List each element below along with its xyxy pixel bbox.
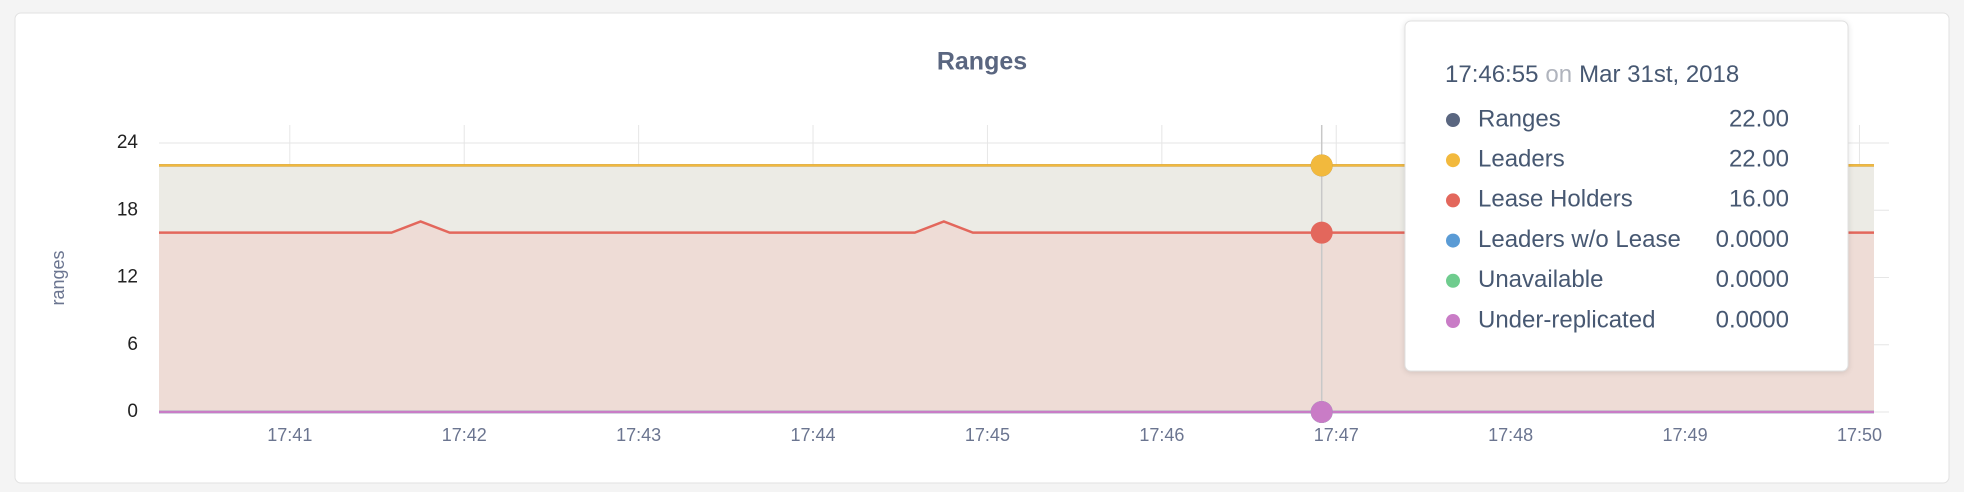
y-tick-label: 6 — [127, 334, 138, 355]
tooltip-swatch — [1446, 153, 1460, 168]
x-tick-label: 17:42 — [442, 425, 487, 445]
chart-title: Ranges — [937, 48, 1027, 76]
tooltip-series-name: Leaders w/o Lease — [1478, 226, 1681, 253]
tooltip-on: on — [1545, 61, 1572, 88]
x-tick-label: 17:50 — [1837, 425, 1882, 445]
tooltip-value: 0.0000 — [1716, 306, 1789, 333]
x-tick-label: 17:46 — [1139, 425, 1184, 445]
tooltip-value: 22.00 — [1729, 146, 1789, 173]
tooltip-swatch — [1446, 233, 1460, 248]
tooltip-series-name: Unavailable — [1478, 266, 1603, 293]
tooltip-value: 16.00 — [1729, 186, 1789, 213]
tooltip: 17:46:55 on Mar 31st, 2018 Ranges 22.00 Lead… — [1404, 20, 1849, 372]
tooltip-series-name: Under-replicated — [1478, 306, 1655, 333]
tooltip-header: 17:46:55 on Mar 31st, 2018 — [1445, 61, 1739, 88]
x-tick-label: 17:43 — [616, 425, 661, 445]
hover-dot — [1310, 154, 1333, 177]
x-tick-label: 17:44 — [791, 425, 836, 445]
tooltip-box — [1404, 20, 1849, 372]
tooltip-time: 17:46:55 — [1445, 61, 1538, 88]
x-tick-label: 17:41 — [267, 425, 312, 445]
tooltip-swatch — [1446, 314, 1460, 328]
x-tick-label: 17:48 — [1488, 425, 1533, 445]
y-tick-label: 0 — [127, 401, 138, 422]
tooltip-date: Mar 31st, 2018 — [1579, 61, 1739, 88]
y-tick-label: 12 — [117, 267, 138, 288]
series-line — [159, 220, 1874, 234]
tooltip-value: 0.0000 — [1716, 226, 1789, 253]
tooltip-series-name: Ranges — [1478, 105, 1561, 132]
hover-dot — [1310, 401, 1333, 423]
tooltip-series-name: Leaders — [1478, 146, 1565, 173]
hover-dot — [1310, 221, 1333, 244]
tooltip-swatch — [1446, 273, 1460, 288]
tooltip-swatch — [1446, 113, 1460, 127]
y-tick-label: 18 — [117, 199, 138, 220]
tooltip-value: 0.0000 — [1716, 266, 1789, 293]
tooltip-swatch — [1446, 193, 1460, 208]
tooltip-value: 22.00 — [1729, 105, 1789, 132]
x-tick-label: 17:49 — [1663, 425, 1708, 445]
x-tick-label: 17:47 — [1314, 425, 1359, 445]
y-axis-label: ranges — [48, 250, 68, 305]
y-tick-label: 24 — [117, 132, 139, 153]
x-tick-label: 17:45 — [965, 425, 1010, 445]
tooltip-series-name: Lease Holders — [1478, 186, 1633, 213]
